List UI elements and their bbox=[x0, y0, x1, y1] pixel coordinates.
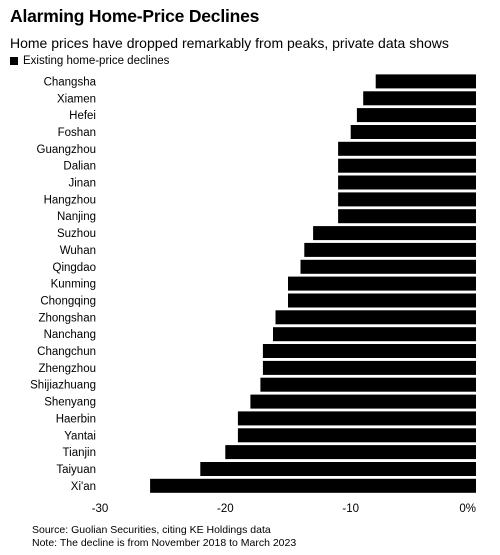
category-label: Changsha bbox=[44, 76, 97, 88]
chart-subtitle: Home prices have dropped remarkably from… bbox=[10, 35, 449, 51]
bar-suzhou bbox=[313, 226, 476, 241]
bar-guangzhou bbox=[338, 141, 476, 156]
bar-dalian bbox=[338, 158, 476, 173]
bar-changchun bbox=[262, 344, 476, 358]
bar-yantai bbox=[237, 428, 476, 443]
category-label: Yantai bbox=[64, 430, 96, 442]
category-label: Changchun bbox=[37, 346, 96, 358]
bar-wuhan bbox=[304, 242, 476, 257]
category-label: Xi'an bbox=[71, 481, 96, 493]
category-label: Hangzhou bbox=[44, 194, 96, 206]
bar-hangzhou bbox=[338, 192, 476, 207]
category-label: Nanchang bbox=[44, 329, 96, 341]
category-label: Qingdao bbox=[53, 262, 96, 274]
x-tick-label: -10 bbox=[342, 503, 359, 515]
category-label: Shijiazhuang bbox=[30, 380, 96, 392]
category-label: Tianjin bbox=[63, 447, 96, 459]
category-label: Suzhou bbox=[57, 228, 96, 240]
legend-label: Existing home-price declines bbox=[23, 55, 170, 67]
category-label: Wuhan bbox=[60, 245, 96, 257]
bar-hefei bbox=[356, 108, 476, 123]
bar-nanjing bbox=[338, 209, 476, 224]
bar-taiyuan bbox=[200, 462, 477, 476]
bar-shijiazhuang bbox=[260, 377, 476, 392]
bar-chongqing bbox=[288, 293, 476, 308]
legend: Existing home-price declines bbox=[10, 55, 169, 67]
bar-shenyang bbox=[250, 394, 476, 409]
chart-title: Alarming Home-Price Declines bbox=[10, 6, 260, 26]
category-label: Dalian bbox=[63, 161, 96, 173]
x-tick-label: -20 bbox=[217, 503, 234, 515]
category-label: Kunming bbox=[51, 279, 96, 291]
footnote: Note: The decline is from November 2018 … bbox=[32, 537, 297, 549]
category-label: Shenyang bbox=[44, 397, 96, 409]
category-label: Nanjing bbox=[57, 211, 96, 223]
bar-zhongshan bbox=[275, 310, 476, 325]
bar-xiamen bbox=[363, 91, 476, 106]
category-label: Foshan bbox=[58, 127, 96, 139]
bar-qingdao bbox=[300, 259, 476, 274]
category-label: Zhengzhou bbox=[38, 363, 96, 375]
category-label: Taiyuan bbox=[56, 464, 96, 476]
bar-chart: Changsha Xiamen Hefei Foshan Guangzhou Dalian… bbox=[30, 74, 477, 515]
x-tick-label: -30 bbox=[92, 503, 109, 515]
source-note: Source: Guolian Securities, citing KE Ho… bbox=[32, 524, 271, 536]
bar-xian bbox=[150, 478, 476, 493]
category-label: Hefei bbox=[69, 110, 96, 122]
category-label: Chongqing bbox=[40, 296, 96, 308]
category-label: Xiamen bbox=[57, 93, 96, 105]
bar-tianjin bbox=[225, 445, 476, 460]
legend-swatch bbox=[10, 57, 18, 65]
category-label: Jinan bbox=[69, 178, 97, 190]
category-label: Guangzhou bbox=[37, 144, 96, 156]
bar-foshan bbox=[350, 125, 476, 139]
bar-nanchang bbox=[273, 327, 476, 342]
bar-kunming bbox=[288, 276, 476, 291]
category-label: Zhongshan bbox=[38, 312, 96, 324]
bar-jinan bbox=[338, 175, 476, 190]
bar-zhengzhou bbox=[262, 360, 476, 375]
x-tick-label: 0% bbox=[459, 503, 476, 515]
category-label: Haerbin bbox=[56, 413, 96, 425]
bar-haerbin bbox=[237, 411, 476, 426]
bar-changsha bbox=[375, 74, 476, 89]
